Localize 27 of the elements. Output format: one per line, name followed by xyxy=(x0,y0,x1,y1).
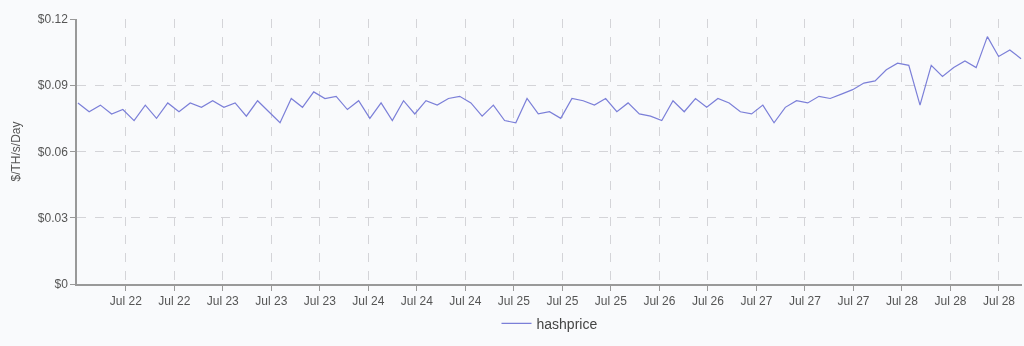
y-tick-label: $0.12 xyxy=(37,12,69,27)
x-tick-label: Jul 24 xyxy=(400,294,434,309)
x-tick-label: Jul 26 xyxy=(643,294,676,309)
y-tick-label: $0 xyxy=(54,277,69,292)
x-tick-label: Jul 22 xyxy=(158,294,191,309)
x-tick-label: Jul 27 xyxy=(740,294,773,309)
x-tick-label: Jul 27 xyxy=(788,294,822,309)
x-tick-label: Jul 28 xyxy=(934,294,967,309)
x-tick-label: Jul 23 xyxy=(303,294,337,309)
x-tick-label: Jul 28 xyxy=(982,294,1016,309)
x-tick-label: Jul 23 xyxy=(206,294,240,309)
y-tick-label: $0.03 xyxy=(37,210,69,225)
x-tick-label: Jul 24 xyxy=(352,294,385,309)
x-tick-label: Jul 25 xyxy=(546,294,579,309)
x-tick-label: Jul 25 xyxy=(497,294,531,309)
x-tick-label: Jul 23 xyxy=(255,294,288,309)
x-tick-label: Jul 27 xyxy=(837,294,870,309)
y-axis-title: $/TH/s/Day xyxy=(8,121,23,182)
x-tick-label: Jul 26 xyxy=(691,294,725,309)
line-series xyxy=(77,36,1022,124)
x-tick-label: Jul 24 xyxy=(449,294,482,309)
x-tick-label: Jul 25 xyxy=(594,294,628,309)
y-tick-label: $0.06 xyxy=(37,144,69,159)
x-tick-label: Jul 28 xyxy=(885,294,919,309)
legend-label: hashprice xyxy=(536,315,598,332)
x-tick-label: Jul 22 xyxy=(109,294,143,309)
y-tick-label: $0.09 xyxy=(37,78,69,93)
